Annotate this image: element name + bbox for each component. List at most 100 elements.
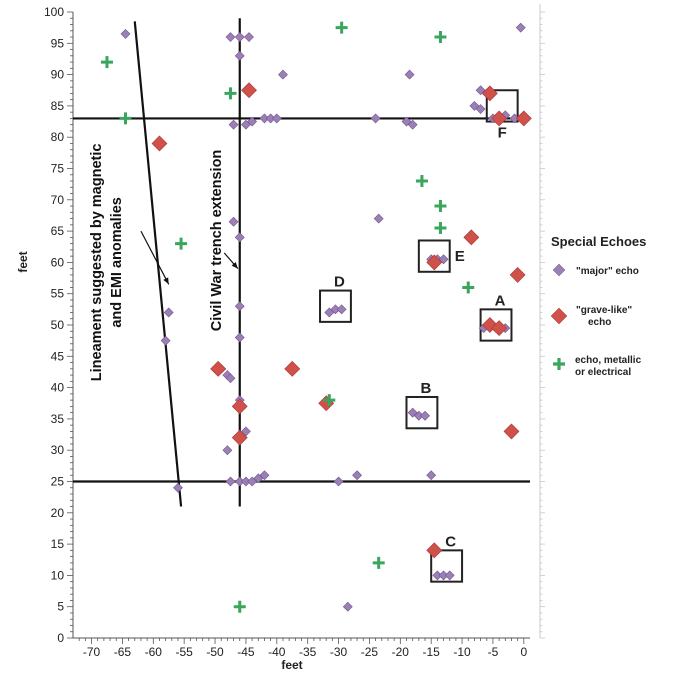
y-tick-label: 95 [51, 36, 65, 50]
box-e [417, 239, 451, 273]
major-echo-point [271, 113, 282, 124]
metallic-echo-point [462, 281, 475, 294]
x-axis-title: feet [281, 658, 302, 672]
metallic-echo-point [372, 556, 385, 569]
legend-metal-label-line1: echo, metallic [575, 355, 642, 366]
legend-metal-label-line2: or electrical [575, 367, 631, 378]
grave-like-echo-point [491, 320, 508, 337]
metallic-echo-point [415, 175, 428, 188]
x-tick-label: -35 [299, 645, 317, 659]
y-tick-label: 75 [51, 162, 65, 176]
y-tick-label: 90 [51, 68, 65, 82]
box-label-c: C [445, 533, 456, 550]
metallic-echo-point [335, 21, 348, 34]
major-echo-point [225, 32, 236, 42]
box-label-d: D [334, 274, 345, 291]
legend-title: Special Echoes [551, 234, 646, 249]
legend-major-diamond-icon [552, 263, 566, 277]
y-tick-label: 20 [51, 506, 65, 520]
y-tick-label: 50 [51, 318, 65, 332]
legend-metal-plus-icon [553, 358, 565, 370]
x-tick-label: -70 [83, 645, 101, 659]
x-tick-label: -50 [206, 645, 224, 659]
major-echo-point [234, 232, 245, 243]
y-axis-title: feet [16, 251, 30, 272]
metallic-echo-point [100, 56, 113, 69]
grave-like-echo-point [491, 110, 508, 127]
lineament-arrow [140, 230, 170, 285]
box-d [319, 289, 352, 323]
major-echo-point [225, 476, 236, 487]
major-echo-point [278, 69, 288, 80]
x-tick-label: -45 [237, 645, 255, 659]
legend-entry-major: "major" echo [552, 263, 639, 277]
x-tick-label: -60 [145, 645, 163, 659]
metallic-echo-point [119, 112, 132, 125]
box-b [405, 395, 439, 430]
grave-like-echo-point [426, 254, 443, 271]
major-echo-point [426, 470, 437, 481]
y-tick-label: 70 [51, 193, 65, 207]
major-echo-point [244, 32, 254, 42]
major-echo-point [336, 304, 347, 315]
major-echo-point [420, 410, 430, 421]
y-tick-label: 45 [51, 349, 65, 363]
x-tick-label: -20 [392, 645, 410, 659]
legend: Special Echoes "major" echo "grave-like"… [550, 234, 646, 378]
major-echo-point [222, 445, 233, 456]
line-labels: Civil War trench extension Lineament sugg… [89, 144, 225, 382]
major-echo-point [173, 482, 183, 493]
major-echo-point [234, 301, 245, 312]
legend-entry-metal: echo, metallic or electrical [553, 355, 642, 378]
grave-like-echo-point [318, 395, 335, 412]
grave-like-echo-point [503, 423, 520, 440]
y-tick-label: 15 [51, 537, 65, 551]
box-label-a: A [495, 292, 506, 309]
legend-grave-label-line2: echo [588, 317, 611, 328]
grave-like-echo-point [463, 229, 480, 246]
lineament-label-line1: Lineament suggested by magnetic [89, 144, 105, 382]
metallic-echo-point [434, 31, 447, 44]
major-echo-point [120, 28, 131, 39]
grave-like-echo-point [509, 266, 526, 283]
grave-like-echo-point [241, 82, 257, 99]
y-tick-label: 5 [57, 600, 64, 614]
major-echo-point [259, 470, 270, 481]
grave-like-echo-point [231, 429, 248, 446]
major-echo-point [515, 22, 526, 33]
legend-entry-grave: "grave-like" echo [550, 305, 632, 328]
y-tick-label: 10 [51, 568, 65, 582]
box-c [430, 549, 464, 583]
grave-like-echo-point [481, 85, 498, 102]
trench-arrow-head [231, 262, 238, 269]
major-echo-point [444, 570, 455, 581]
grave-like-echo-point [210, 360, 227, 377]
x-tick-label: -15 [423, 645, 441, 659]
civil-war-trench-label: Civil War trench extension [209, 150, 225, 332]
axes: -70 -65 -60 -55 -50 -45 -40 -35 -30 -25 -20 -15 -10-… [44, 5, 530, 659]
y-tick-label: 60 [51, 255, 65, 269]
y-tick-label: 55 [51, 287, 65, 301]
major-echo-point [228, 216, 239, 227]
major-echo-point [370, 113, 381, 124]
legend-major-label: "major" echo [576, 266, 639, 277]
metallic-echo-point [323, 394, 336, 407]
y-tick-label: 25 [51, 475, 65, 489]
grave-like-echo-point [426, 542, 443, 559]
y-tick-label: 35 [51, 412, 65, 426]
box-label-b: B [421, 380, 432, 397]
major-echo-point [225, 373, 236, 384]
major-echo-point [404, 69, 415, 80]
grave-like-echo-point [515, 110, 532, 127]
box-label-e: E [455, 248, 465, 265]
metallic-echo-point [175, 237, 188, 250]
major-echo-point [228, 119, 239, 130]
x-tick-label: -5 [488, 645, 499, 659]
y-tick-label: 85 [51, 99, 65, 113]
metallic-echo-point [233, 600, 246, 613]
feature-boxes: A B C D E F [319, 89, 519, 583]
lineament-label-line2: and EMI anomalies [109, 197, 125, 328]
major-echo-point [407, 119, 418, 130]
grave-like-echo-point [231, 398, 248, 415]
